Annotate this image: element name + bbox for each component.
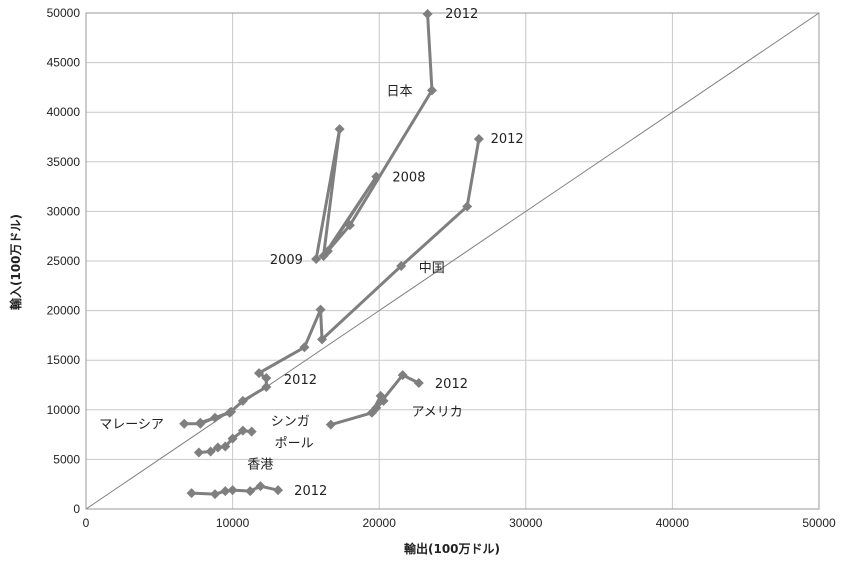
x-tick-label: 40000 <box>656 516 690 530</box>
x-tick-label: 10000 <box>216 516 250 530</box>
data-point <box>299 342 310 353</box>
data-point <box>220 486 231 497</box>
data-point <box>334 124 345 135</box>
series <box>179 406 237 429</box>
data-point <box>205 446 216 457</box>
series-line <box>314 13 434 260</box>
annotation-label: 香港 <box>247 457 273 472</box>
annotation-label: 2012 <box>435 377 468 392</box>
x-tick-label: 20000 <box>363 516 397 530</box>
data-point <box>261 373 272 384</box>
data-point <box>179 418 190 429</box>
data-point <box>227 485 238 496</box>
y-tick-label: 35000 <box>47 155 81 169</box>
data-point <box>397 370 408 381</box>
annotation-label: シンガ <box>271 415 310 430</box>
data-point <box>325 419 336 430</box>
x-tick-label: 30000 <box>509 516 543 530</box>
data-point <box>246 426 257 437</box>
data-point <box>193 447 204 458</box>
y-tick-label: 25000 <box>47 254 81 268</box>
annotation-label: 2012 <box>294 484 327 499</box>
annotation-label: 2012 <box>284 373 317 388</box>
series <box>186 481 284 500</box>
y-tick-label: 0 <box>73 502 80 516</box>
data-point <box>462 201 473 212</box>
x-axis-title: 輸出(100万ドル) <box>404 541 500 556</box>
data-point <box>220 441 231 452</box>
annotation-label: 2012 <box>445 7 478 22</box>
y-axis-title: 輸入(100万ドル) <box>8 214 23 310</box>
y-tick-label: 15000 <box>47 353 81 367</box>
series <box>193 425 257 458</box>
data-point <box>210 412 221 423</box>
y-tick-label: 50000 <box>47 6 81 20</box>
data-point <box>413 378 424 389</box>
data-point <box>371 171 382 182</box>
data-point <box>237 395 248 406</box>
y-tick-label: 40000 <box>47 105 81 119</box>
data-point <box>311 254 322 265</box>
series-line <box>184 410 232 426</box>
series <box>311 8 437 265</box>
y-tick-label: 20000 <box>47 304 81 318</box>
data-point <box>344 220 355 231</box>
data-point <box>422 8 433 19</box>
data-point <box>253 368 264 379</box>
data-point <box>261 381 272 392</box>
data-point <box>322 246 333 257</box>
annotation-label: ポール <box>275 436 314 451</box>
diagonal-reference-line <box>85 12 820 510</box>
annotations: 2012 日本 2012 2008 2009 中国 2012 2012 マレーシア シンガ アメリカ… <box>99 7 524 499</box>
data-point <box>195 418 206 429</box>
data-point <box>227 433 238 444</box>
data-point <box>473 133 484 144</box>
data-point <box>212 442 223 453</box>
x-tick-label: 50000 <box>802 516 836 530</box>
annotation-label: 2009 <box>270 253 303 268</box>
data-point <box>371 402 382 413</box>
data-point <box>378 395 389 406</box>
data-point <box>237 425 248 436</box>
x-tick-label: 0 <box>83 516 90 530</box>
data-point <box>318 251 329 262</box>
data-point <box>186 488 197 499</box>
data-point <box>226 406 237 417</box>
data-point <box>426 85 437 96</box>
annotation-label: 2012 <box>491 132 524 147</box>
data-point <box>396 260 407 271</box>
data-point <box>245 486 256 497</box>
y-tick-label: 5000 <box>53 452 80 466</box>
data-point <box>255 481 266 492</box>
annotation-label: マレーシア <box>99 418 164 433</box>
annotation-label: アメリカ <box>411 405 462 420</box>
y-tick-label: 30000 <box>47 204 81 218</box>
data-point <box>315 304 326 315</box>
annotation-label: 2008 <box>392 171 425 186</box>
annotation-label: 日本 <box>387 84 413 99</box>
series-line <box>330 373 420 427</box>
annotation-label: 中国 <box>419 261 445 276</box>
series <box>325 370 424 430</box>
data-point <box>273 485 284 496</box>
y-tick-label: 10000 <box>47 403 81 417</box>
plot-area-frame <box>85 12 820 510</box>
y-tick-label: 45000 <box>47 56 81 70</box>
series-group <box>179 8 484 500</box>
tick-labels: 0 10000 20000 30000 40000 50000 0 5000 10000 1500… <box>47 6 836 530</box>
data-point <box>317 334 328 345</box>
data-point <box>210 489 221 500</box>
